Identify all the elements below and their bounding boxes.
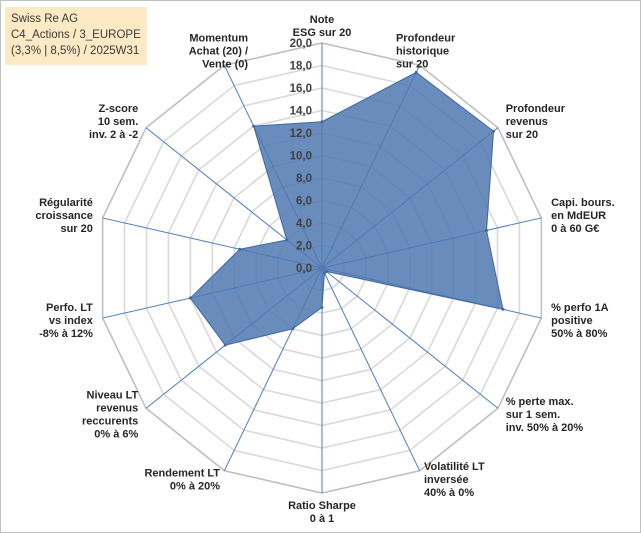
data-point: [320, 305, 324, 309]
axis-label: Note ESG sur 20: [293, 14, 352, 39]
axis-label: Régularité croissance sur 20: [35, 197, 92, 235]
tick-label: 16,0: [290, 83, 312, 95]
tick-label: 2,0: [296, 241, 312, 253]
chart-title-box: Swiss Re AG C4_Actions / 3_EUROPE (3,3% …: [5, 7, 147, 65]
tick-label: 20,0: [290, 38, 312, 50]
tick-label: 8,0: [296, 173, 312, 185]
title-category: C4_Actions / 3_EUROPE: [11, 29, 141, 41]
data-point: [252, 124, 256, 128]
tick-label: 10,0: [290, 151, 312, 163]
axis-label: Momentum Achat (20) / Vente (0): [189, 32, 249, 70]
axis-label: Profondeur historique sur 20: [396, 32, 456, 70]
axis-label: Perfo. LT vs index -8% à 12%: [39, 302, 94, 340]
axis-label: % perte max. sur 1 sem. inv. 50% à 20%: [506, 396, 584, 434]
data-point: [501, 307, 505, 311]
tick-label: 6,0: [296, 196, 312, 208]
data-point: [414, 70, 418, 74]
data-point: [285, 238, 289, 242]
axis-label: Capi. bours. en MdEUR 0 à 60 G€: [551, 197, 615, 235]
axis-spoke: [321, 267, 499, 409]
title-company: Swiss Re AG: [11, 13, 79, 25]
axis-label: Profondeur revenus sur 20: [506, 103, 566, 141]
tick-label: 14,0: [290, 106, 312, 118]
data-point: [485, 228, 489, 232]
data-point: [291, 327, 295, 331]
data-point: [320, 120, 324, 124]
axis-label: % perfo 1A positive 50% à 80%: [551, 302, 609, 340]
tick-label: 4,0: [296, 218, 312, 230]
axis-label: Volatilité LT inversée 40% à 0%: [424, 461, 485, 499]
data-point: [188, 296, 192, 300]
axis-label: Z-score 10 sem. inv. 2 à -2: [89, 103, 138, 141]
data-point: [322, 271, 326, 275]
tick-label: 12,0: [290, 128, 312, 140]
axis-label: Rendement LT 0% à 20%: [144, 468, 220, 493]
axis-label: Niveau LT revenus reccurents 0% à 6%: [82, 390, 139, 441]
title-period: (3,3% | 8,5%) / 2025W31: [11, 45, 140, 57]
tick-label: 0,0: [296, 263, 312, 275]
data-point: [492, 129, 496, 133]
data-point: [223, 343, 227, 347]
axis-label: Ratio Sharpe 0 à 1: [288, 500, 356, 525]
axis-spoke: [321, 267, 421, 471]
tick-label: 18,0: [290, 61, 312, 73]
data-point: [238, 247, 242, 251]
